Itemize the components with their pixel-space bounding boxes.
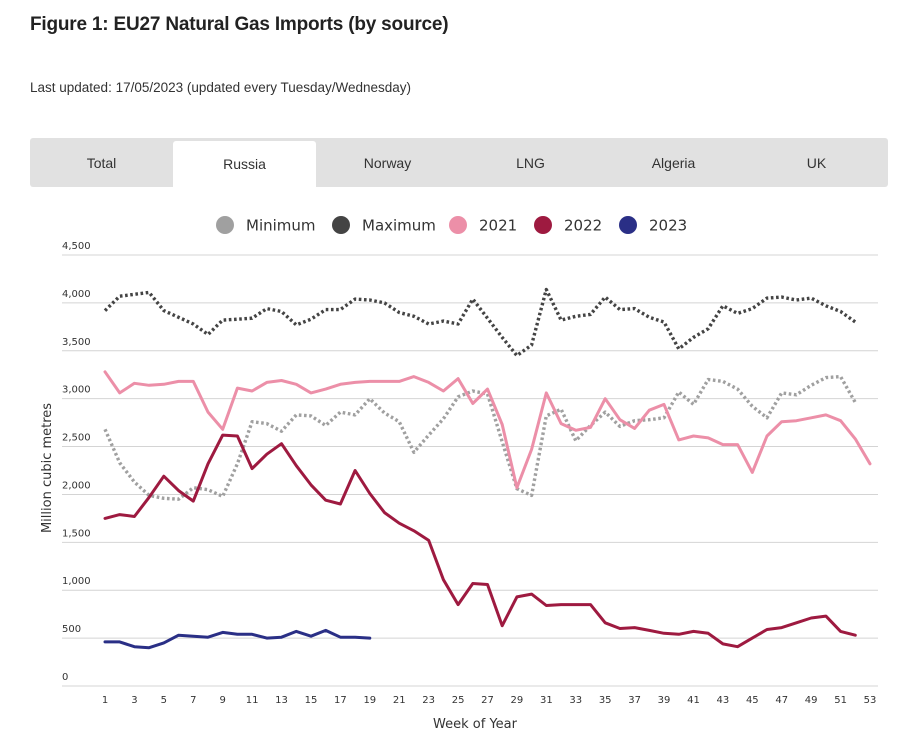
x-tick-label: 5 <box>161 695 167 706</box>
x-axis-label: Week of Year <box>433 717 518 732</box>
x-tick-label: 1 <box>102 695 108 706</box>
legend-item-minimum[interactable]: Minimum <box>216 216 316 235</box>
tab-norway[interactable]: Norway <box>363 154 412 171</box>
legend-item-2022[interactable]: 2022 <box>534 216 602 235</box>
legend-label-maximum: Maximum <box>362 217 436 235</box>
legend-marker-2022 <box>534 216 552 234</box>
x-tick-label: 49 <box>805 695 818 706</box>
x-tick-label: 29 <box>511 695 524 706</box>
tab-russia[interactable]: Russia <box>173 141 316 187</box>
x-tick-label: 3 <box>131 695 137 706</box>
legend-item-maximum[interactable]: Maximum <box>332 216 436 235</box>
chart-legend: Minimum Maximum 2021 2022 2023 <box>216 216 687 235</box>
series-line-2021 <box>103 370 872 490</box>
series-layer <box>103 287 872 650</box>
x-tick-label: 53 <box>864 695 877 706</box>
x-tick-label: 19 <box>363 695 376 706</box>
y-tick-label: 4,000 <box>62 289 91 300</box>
y-tick-label: 3,000 <box>62 385 91 396</box>
x-tick-label: 15 <box>305 695 318 706</box>
source-tab-bar: Total Russia Norway LNG Algeria UK <box>30 138 888 187</box>
tab-algeria[interactable]: Algeria <box>651 154 696 171</box>
x-tick-label: 43 <box>717 695 730 706</box>
x-tick-label: 51 <box>834 695 847 706</box>
tab-uk[interactable]: UK <box>806 154 827 171</box>
y-tick-label: 3,500 <box>62 337 91 348</box>
tab-total[interactable]: Total <box>86 154 117 171</box>
tab-lng[interactable]: LNG <box>516 154 545 171</box>
x-tick-label: 17 <box>334 695 347 706</box>
x-tick-label: 21 <box>393 695 406 706</box>
legend-item-2023[interactable]: 2023 <box>619 216 687 235</box>
y-tick-label: 1,500 <box>62 528 91 539</box>
series-line-minimum <box>103 374 857 501</box>
last-updated-note: Last updated: 17/05/2023 (updated every … <box>30 80 412 95</box>
x-tick-label: 27 <box>481 695 494 706</box>
y-tick-label: 500 <box>62 624 81 635</box>
y-tick-label: 2,000 <box>62 480 91 491</box>
grid-layer <box>62 254 878 687</box>
y-axis-label: Million cubic metres <box>40 403 55 533</box>
y-tick-label: 1,000 <box>62 576 91 587</box>
series-line-2022 <box>103 433 857 649</box>
x-tick-label: 35 <box>599 695 612 706</box>
x-tick-label: 37 <box>628 695 641 706</box>
chart-title: Figure 1: EU27 Natural Gas Imports (by s… <box>30 14 449 35</box>
x-tick-label: 33 <box>569 695 582 706</box>
y-tick-label: 4,500 <box>62 241 91 252</box>
x-tick-label: 31 <box>540 695 553 706</box>
legend-label-2023: 2023 <box>649 217 687 235</box>
x-tick-label: 11 <box>246 695 259 706</box>
legend-item-2021[interactable]: 2021 <box>449 216 517 235</box>
legend-marker-minimum <box>216 216 234 234</box>
x-tick-label: 47 <box>775 695 788 706</box>
legend-label-2021: 2021 <box>479 217 517 235</box>
legend-marker-maximum <box>332 216 350 234</box>
x-tick-label: 25 <box>452 695 465 706</box>
legend-marker-2023 <box>619 216 637 234</box>
series-line-2023 <box>103 628 372 650</box>
x-tick-label: 39 <box>658 695 671 706</box>
y-tick-label: 0 <box>62 672 68 683</box>
legend-label-minimum: Minimum <box>246 217 316 235</box>
x-axis-ticks: 1 3 5 7 9 11 13 15 17 19 21 23 25 27 29 31 33 35 37 39 41 43 4… <box>102 695 877 706</box>
x-tick-label: 7 <box>190 695 196 706</box>
x-tick-label: 41 <box>687 695 700 706</box>
x-tick-label: 45 <box>746 695 759 706</box>
x-tick-label: 9 <box>220 695 226 706</box>
x-tick-label: 13 <box>275 695 288 706</box>
chart-area: 0 500 1,000 1,500 2,000 2,500 3,000 3,500 4,000 4… <box>40 216 878 732</box>
x-tick-label: 23 <box>422 695 435 706</box>
legend-label-2022: 2022 <box>564 217 602 235</box>
y-axis-ticks: 0 500 1,000 1,500 2,000 2,500 3,000 3,500 4,000 4… <box>62 241 91 683</box>
y-tick-label: 2,500 <box>62 433 91 444</box>
series-line-maximum <box>103 287 857 358</box>
legend-marker-2021 <box>449 216 467 234</box>
